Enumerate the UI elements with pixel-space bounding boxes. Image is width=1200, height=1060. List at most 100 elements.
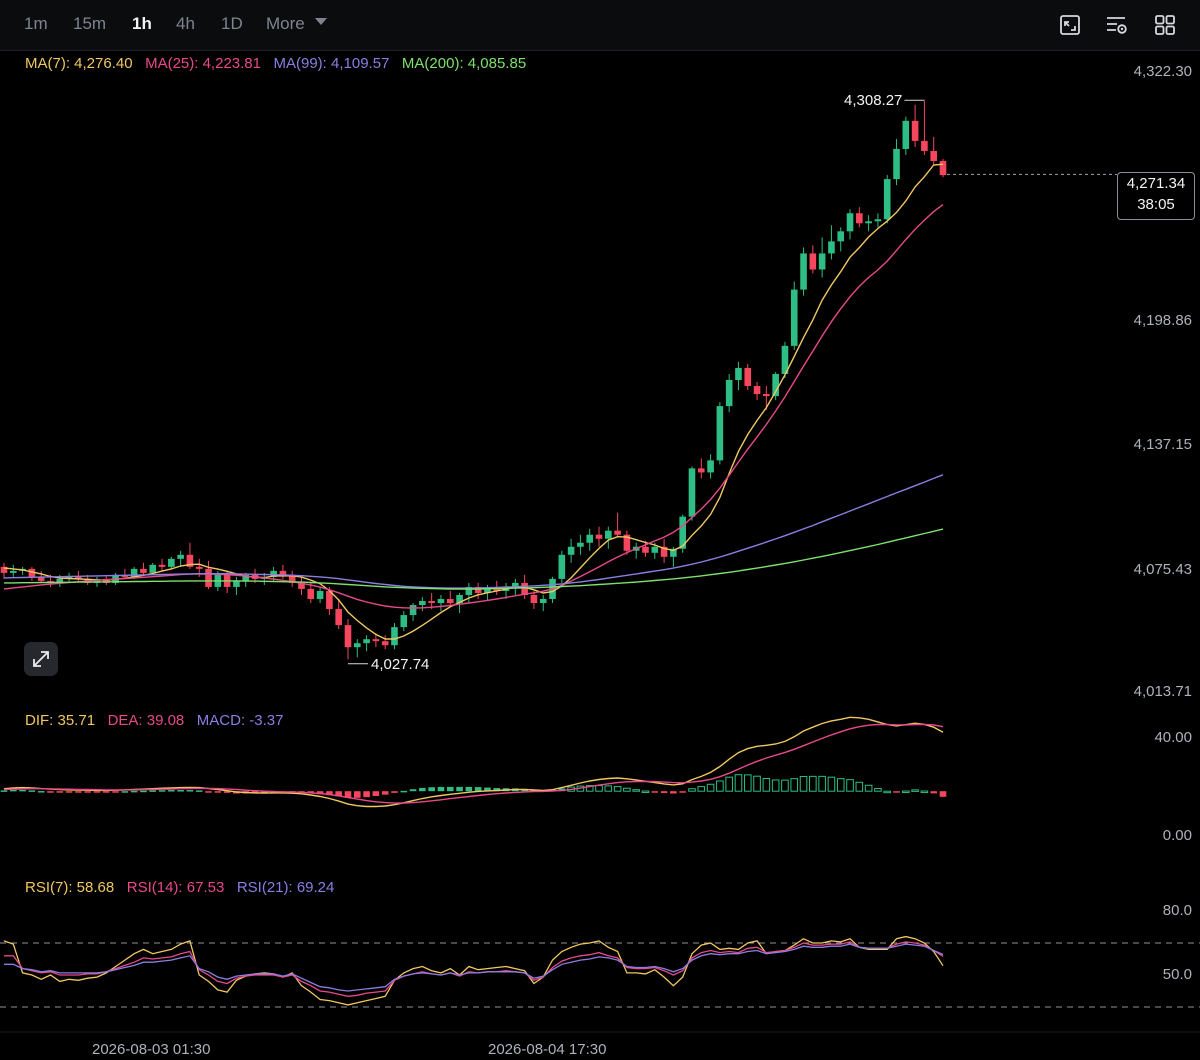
candle-body	[353, 643, 361, 648]
timeframe-1h[interactable]: 1h	[132, 14, 152, 33]
candle-body	[512, 582, 519, 587]
candle-body	[363, 639, 370, 644]
candle-body	[446, 598, 454, 604]
macd-histogram-bar	[874, 788, 882, 792]
candle-body	[697, 468, 705, 473]
macd-histogram-bar	[864, 784, 873, 792]
dea-legend: DEA: 39.08	[107, 712, 185, 729]
macd-histogram-bar	[186, 790, 194, 792]
candle-body	[428, 601, 435, 604]
macd-histogram-bar	[409, 789, 417, 792]
candle-body	[409, 605, 417, 616]
macd-histogram-bar	[112, 791, 119, 793]
ma7-line	[3, 163, 944, 640]
candle-countdown-label: 38:05	[1137, 196, 1175, 213]
candle-body	[883, 179, 891, 220]
rsi-legend: RSI(7): 58.68 RSI(14): 67.53 RSI(21): 69…	[25, 879, 334, 896]
macd-histogram-bar	[939, 791, 947, 797]
candle-body	[716, 406, 724, 461]
macd-histogram-bar	[734, 774, 743, 792]
macd-histogram-bar	[214, 791, 222, 793]
timeframe-toolbar: 1m 15m 1h 4h 1D More	[0, 0, 1200, 51]
candle-body	[270, 570, 277, 577]
macd-histogram-bar	[372, 791, 380, 796]
candle-body	[233, 580, 240, 587]
chart-gridlines	[0, 942, 1200, 1033]
macd-histogram-bar	[670, 791, 677, 794]
dea-line	[3, 723, 944, 804]
macd-histogram-bar	[781, 779, 789, 792]
date-tick-label: 2026-08-04 17:30	[488, 1041, 607, 1058]
price-tick-label: 4,137.15	[1133, 436, 1192, 453]
macd-histogram-bar	[335, 791, 342, 797]
candle-body	[456, 594, 463, 604]
chevron-down-icon[interactable]	[315, 18, 327, 25]
candle-body	[149, 564, 157, 573]
macd-histogram-bar	[456, 786, 463, 792]
macd-histogram-bar	[697, 786, 706, 792]
macd-value-legend: MACD: -3.37	[196, 712, 284, 729]
macd-tick-label: 40.00	[1154, 729, 1192, 746]
macd-histogram-bar	[679, 791, 686, 793]
candle-body	[818, 253, 826, 270]
macd-histogram-bar	[930, 791, 938, 794]
price-annotations: 4,308.27 4,027.74	[347, 92, 1117, 673]
macd-histogram-bar	[855, 781, 864, 792]
macd-histogram-bar	[595, 785, 603, 792]
candle-body	[400, 615, 408, 628]
candle-body	[75, 576, 82, 579]
macd-histogram-bar	[102, 791, 110, 793]
candle-body	[911, 120, 919, 141]
macd-histogram-bar	[771, 779, 780, 792]
candle-body	[744, 367, 752, 387]
candle-body	[242, 574, 250, 581]
low-price-label: 4,027.74	[371, 656, 429, 673]
crop-icon[interactable]	[1058, 13, 1082, 37]
candle-body	[381, 641, 389, 646]
candle-body	[372, 639, 380, 642]
candle-body	[772, 373, 779, 397]
macd-histogram-bar	[0, 790, 8, 792]
macd-histogram-bar	[75, 791, 82, 793]
candle-body	[790, 289, 798, 346]
macd-histogram-bar	[911, 789, 919, 792]
timeframe-15m[interactable]: 15m	[73, 14, 107, 33]
date-tick-label: 2026-08-03 01:30	[92, 1041, 211, 1058]
candle-body	[893, 148, 900, 180]
macd-legend: DIF: 35.71 DEA: 39.08 MACD: -3.37	[25, 712, 284, 729]
candle-body	[763, 394, 770, 397]
rsi-tick-label: 50.0	[1162, 966, 1192, 983]
macd-histogram-bar	[205, 791, 212, 793]
macd-histogram-bar	[465, 786, 473, 792]
candle-body	[186, 554, 194, 567]
rsi-series	[3, 935, 944, 1006]
more-timeframes-button[interactable]: More	[266, 14, 305, 33]
rsi14-legend: RSI(14): 67.53	[126, 879, 225, 896]
expand-chart-button[interactable]	[24, 642, 58, 676]
macd-histogram-bar	[9, 789, 17, 792]
macd-histogram-bar	[883, 790, 892, 794]
ma25-legend: MA(25): 4,223.81	[145, 55, 261, 72]
macd-histogram-bar	[762, 777, 771, 792]
dif-legend: DIF: 35.71	[25, 712, 96, 729]
candle-body	[391, 627, 398, 646]
candle-body	[474, 586, 482, 593]
macd-histogram-bar	[651, 791, 659, 793]
candle-body	[177, 554, 184, 559]
candle-body	[725, 380, 733, 407]
macd-histogram-bar	[790, 778, 799, 792]
candle-body	[939, 161, 947, 176]
macd-histogram-bar	[688, 788, 696, 792]
candle-body	[335, 609, 342, 626]
candle-body	[28, 568, 36, 577]
macd-histogram-bar	[47, 791, 54, 793]
grid-layout-icon[interactable]	[1153, 13, 1177, 37]
candle-body	[567, 546, 575, 555]
macd-histogram-bar	[353, 791, 361, 798]
timeframe-4h[interactable]: 4h	[176, 14, 195, 33]
settings-list-icon[interactable]	[1105, 13, 1129, 37]
timeframe-1m[interactable]: 1m	[24, 14, 48, 33]
macd-histogram-bar	[419, 787, 426, 792]
timeframe-1d[interactable]: 1D	[221, 14, 243, 33]
